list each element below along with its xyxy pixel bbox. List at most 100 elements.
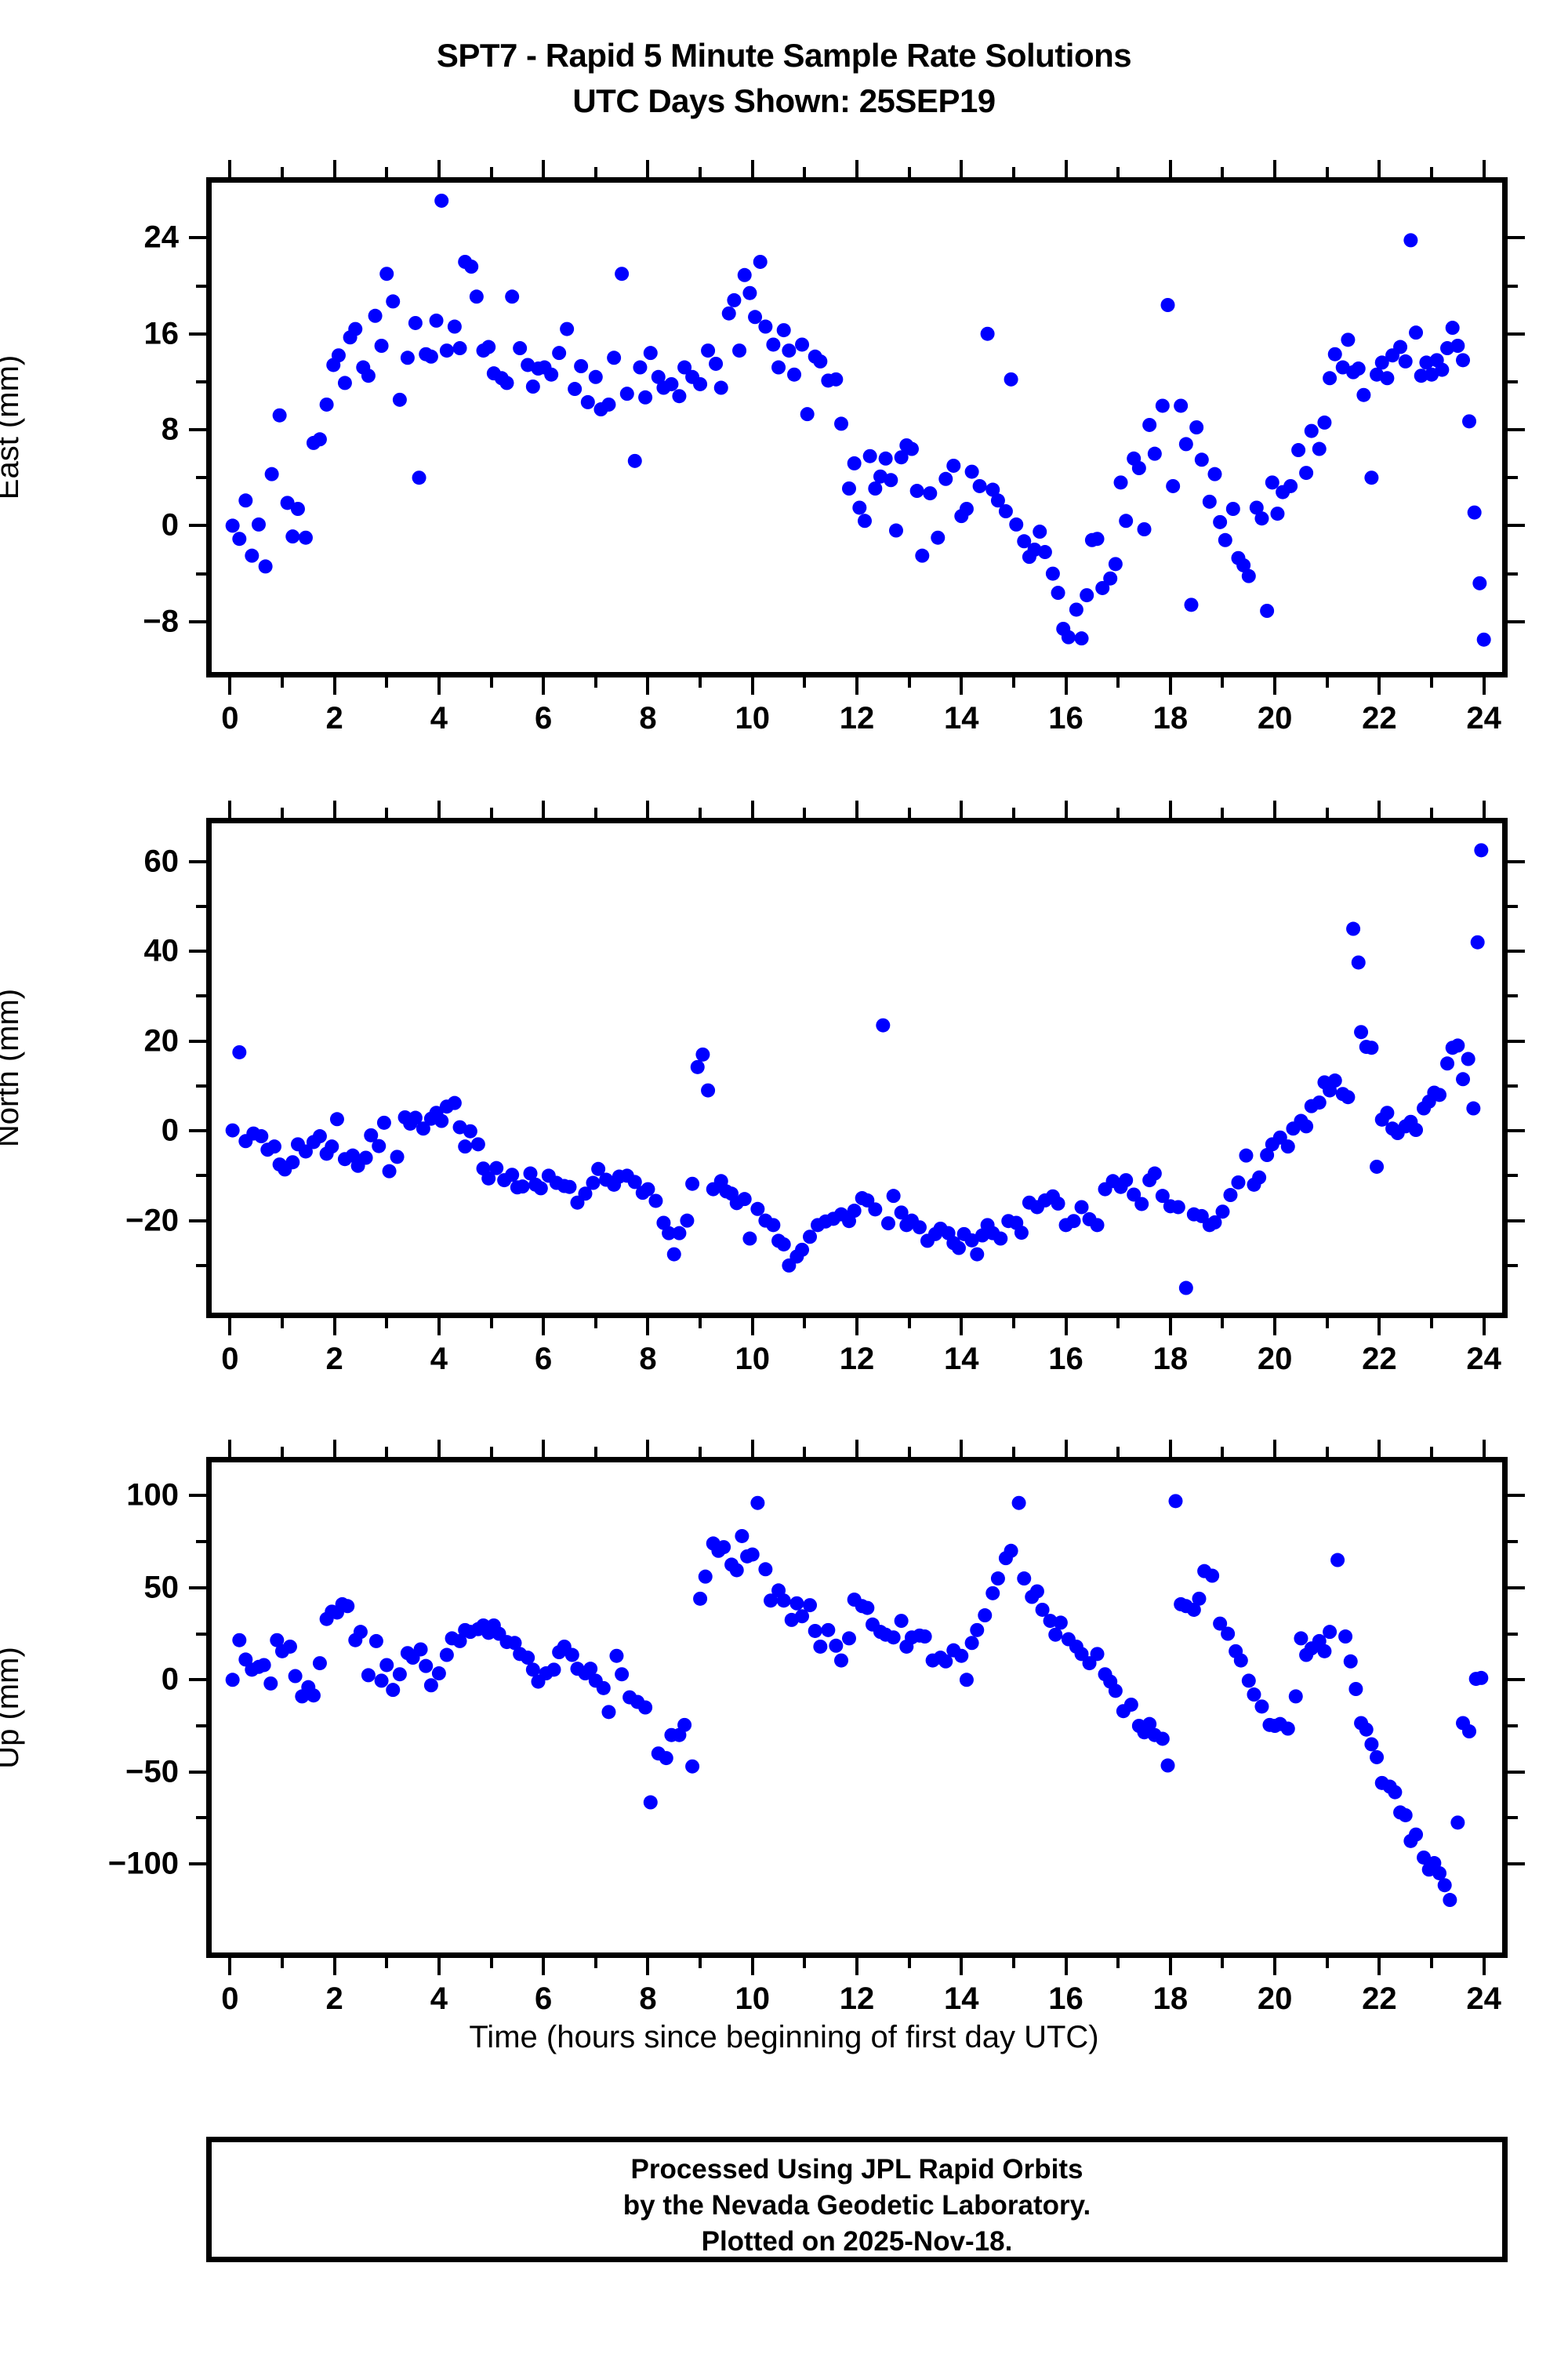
x-tick-minor — [803, 677, 807, 688]
x-tick-minor-top — [803, 808, 807, 818]
x-tick-minor-top — [280, 1447, 284, 1457]
data-point — [659, 1751, 673, 1766]
data-point — [439, 1647, 454, 1662]
data-point — [1166, 478, 1181, 493]
data-point — [1254, 1699, 1269, 1714]
data-point — [847, 1204, 862, 1219]
data-point — [748, 310, 763, 325]
data-point — [888, 523, 903, 538]
data-point — [1265, 475, 1279, 490]
x-tick-minor — [803, 1318, 807, 1328]
data-point — [1155, 398, 1170, 413]
data-point — [258, 559, 273, 574]
x-tick-label: 0 — [221, 701, 239, 736]
data-point — [596, 1680, 611, 1695]
scatter-points-up — [225, 1494, 1489, 1908]
x-tick-major-top — [1273, 801, 1277, 818]
data-point — [392, 1667, 407, 1682]
x-tick-major-top — [1482, 801, 1486, 818]
data-point — [993, 1231, 1008, 1246]
data-point — [1327, 1073, 1342, 1088]
footer-line-3: Plotted on 2025-Nov-18. — [701, 2226, 1013, 2257]
y-tick-major — [189, 428, 206, 432]
x-tick-major-top — [228, 801, 232, 818]
data-point — [803, 1230, 818, 1244]
data-point — [1205, 1568, 1220, 1583]
x-tick-minor-top — [1221, 167, 1225, 177]
data-point — [685, 1759, 700, 1774]
data-point — [1467, 505, 1482, 520]
x-tick-major — [1064, 677, 1068, 695]
data-point — [803, 1598, 818, 1613]
data-point — [627, 453, 642, 468]
x-tick-major-top — [437, 160, 441, 177]
x-tick-minor-top — [280, 167, 284, 177]
data-point — [1351, 955, 1366, 970]
data-point — [1432, 1088, 1447, 1102]
x-tick-minor-top — [1116, 1447, 1120, 1457]
x-tick-minor — [280, 1318, 284, 1328]
data-point — [1249, 500, 1264, 515]
x-tick-label: 14 — [944, 701, 979, 736]
data-point — [1134, 1197, 1149, 1211]
x-tick-major — [750, 677, 754, 695]
data-point — [285, 529, 300, 544]
data-point — [717, 1540, 731, 1555]
x-tick-label: 12 — [839, 1342, 875, 1376]
data-point — [1202, 494, 1217, 509]
data-point — [560, 321, 575, 336]
y-tick-major-right — [1508, 332, 1525, 336]
data-point — [1186, 1602, 1201, 1617]
data-point — [858, 514, 872, 529]
data-point — [1343, 1654, 1358, 1669]
data-point — [1380, 1106, 1395, 1121]
data-point — [1409, 1827, 1424, 1842]
data-point — [1017, 1571, 1032, 1586]
data-point — [361, 369, 376, 383]
data-point — [753, 254, 768, 269]
data-point — [353, 1625, 368, 1640]
y-tick-major — [189, 1219, 206, 1222]
x-tick-major — [1064, 1318, 1068, 1335]
y-tick-major — [189, 524, 206, 528]
y-tick-major-right — [1508, 1129, 1525, 1133]
data-point — [408, 315, 423, 330]
data-point — [1142, 417, 1157, 432]
data-point — [329, 1112, 344, 1127]
data-point — [1155, 1189, 1170, 1204]
data-point — [1147, 446, 1162, 461]
data-point — [729, 1563, 744, 1578]
x-tick-minor — [385, 677, 389, 688]
data-point — [439, 343, 454, 358]
x-tick-major — [228, 1318, 232, 1335]
data-point — [638, 1700, 653, 1715]
data-point — [1370, 1749, 1385, 1764]
x-tick-major-top — [332, 1440, 336, 1457]
x-tick-major-top — [1377, 160, 1381, 177]
data-point — [429, 313, 444, 328]
data-point — [742, 285, 757, 300]
title-line-2: UTC Days Shown: 25SEP19 — [572, 82, 996, 119]
x-tick-label: 10 — [735, 701, 770, 736]
y-tick-minor — [196, 284, 206, 288]
y-tick-minor-right — [1508, 284, 1518, 288]
data-point — [1051, 1196, 1065, 1211]
y-tick-minor — [196, 1724, 206, 1727]
data-point — [1260, 604, 1275, 618]
data-point — [666, 1247, 681, 1262]
data-point — [868, 481, 883, 496]
data-point — [662, 1226, 677, 1240]
y-tick-label: 8 — [161, 412, 179, 447]
data-point — [1239, 1148, 1254, 1163]
x-tick-major — [1273, 1958, 1277, 1975]
y-tick-label: 40 — [143, 933, 180, 968]
x-tick-major-top — [960, 1440, 964, 1457]
data-point — [1103, 571, 1118, 586]
x-tick-minor — [1116, 1318, 1120, 1328]
x-tick-major — [1273, 677, 1277, 695]
x-tick-label: 0 — [221, 1981, 239, 2016]
data-point — [431, 1666, 446, 1681]
data-point — [312, 1656, 327, 1671]
data-point — [413, 1642, 428, 1657]
data-point — [1443, 1893, 1457, 1908]
